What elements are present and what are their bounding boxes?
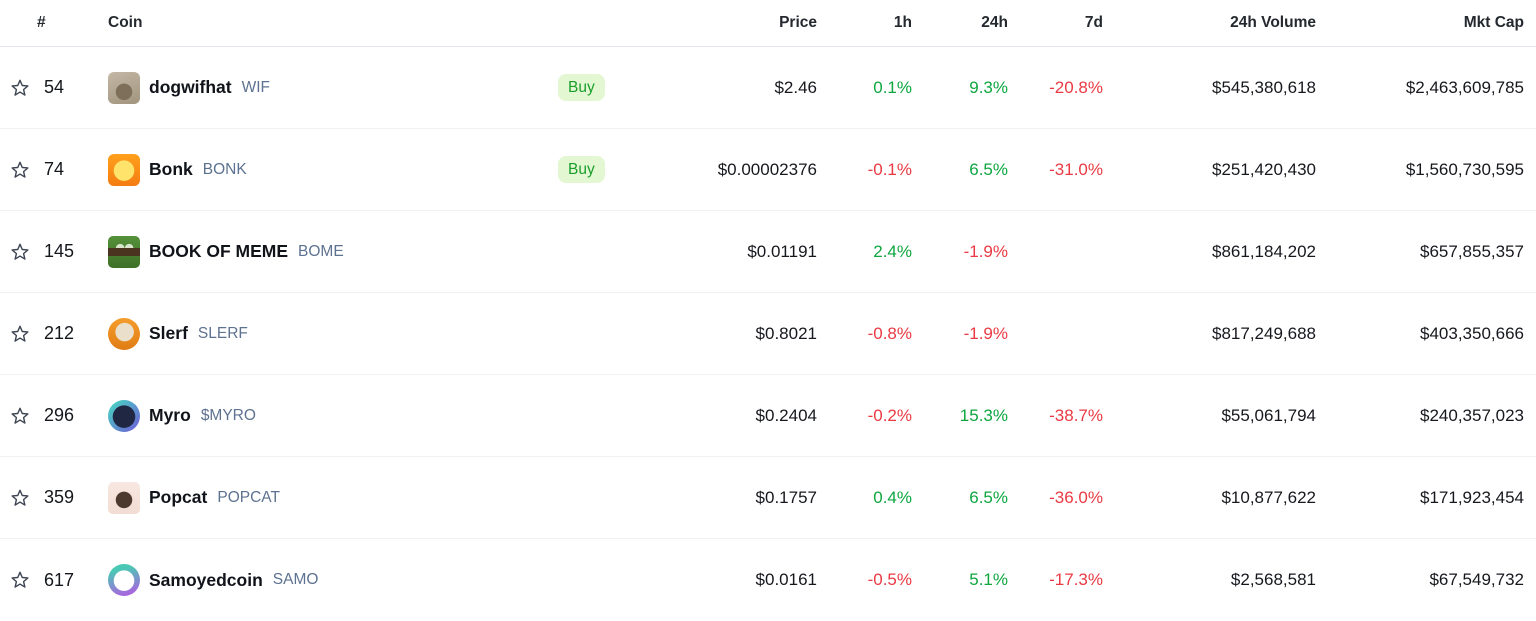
favorite-star-icon[interactable] xyxy=(9,77,31,99)
coin-symbol: SLERF xyxy=(197,324,248,342)
coin-name[interactable]: dogwifhat xyxy=(149,77,232,97)
coin-rank: 617 xyxy=(44,569,75,590)
table-row[interactable]: 212 Slerf SLERF $0.8021 -0.8% -1.9% $817… xyxy=(0,293,1536,375)
coin-symbol: BONK xyxy=(202,160,247,178)
change-1h: 2.4% xyxy=(873,241,912,261)
price-value: $0.00002376 xyxy=(717,159,817,179)
coin-symbol: POPCAT xyxy=(217,488,280,506)
volume-24h-value: $2,568,581 xyxy=(1230,570,1316,589)
change-24h: 15.3% xyxy=(959,405,1008,425)
change-1h: 0.1% xyxy=(873,77,912,97)
market-cap-value: $403,350,666 xyxy=(1420,323,1524,343)
change-7d: -38.7% xyxy=(1049,405,1103,425)
header-7d[interactable]: 7d xyxy=(1084,14,1103,31)
price-value: $0.2404 xyxy=(755,405,817,425)
table-row[interactable]: 296 Myro $MYRO $0.2404 -0.2% 15.3% -38.7… xyxy=(0,375,1536,457)
volume-24h-value: $861,184,202 xyxy=(1212,241,1316,261)
change-7d: -31.0% xyxy=(1049,159,1103,179)
change-7d: -17.3% xyxy=(1049,570,1103,589)
volume-24h-value: $55,061,794 xyxy=(1221,405,1316,425)
favorite-star-icon[interactable] xyxy=(9,323,31,345)
table-row[interactable]: 145 BOOK OF MEME BOME $0.01191 2.4% -1.9… xyxy=(0,211,1536,293)
change-24h: 6.5% xyxy=(969,487,1008,507)
price-value: $0.01191 xyxy=(747,241,817,261)
coin-icon-bome xyxy=(108,235,140,268)
coin-rank: 212 xyxy=(44,323,75,343)
coin-name[interactable]: Samoyedcoin xyxy=(149,569,263,590)
volume-24h-value: $545,380,618 xyxy=(1212,77,1316,97)
coin-icon-dogwifhat xyxy=(108,71,140,104)
table-header-row: # Coin Price 1h 24h 7d 24h Volume Mkt Ca… xyxy=(0,0,1536,47)
header-1h[interactable]: 1h xyxy=(893,14,912,31)
favorite-star-icon[interactable] xyxy=(9,569,31,591)
change-1h: -0.5% xyxy=(867,570,912,589)
coin-icon-popcat xyxy=(108,481,140,514)
change-24h: -1.9% xyxy=(963,323,1008,343)
buy-button[interactable]: Buy xyxy=(558,156,605,183)
header-24h-volume[interactable]: 24h Volume xyxy=(1230,14,1316,31)
coin-rank: 74 xyxy=(44,159,65,179)
change-1h: 0.4% xyxy=(873,487,912,507)
price-value: $0.1757 xyxy=(755,487,817,507)
coin-name[interactable]: Bonk xyxy=(149,159,193,179)
coin-rank: 54 xyxy=(44,77,65,97)
table-row[interactable]: 74 Bonk BONK Buy $0.00002376 -0.1% 6.5% … xyxy=(0,129,1536,211)
coin-symbol: SAMO xyxy=(272,571,319,588)
change-24h: 9.3% xyxy=(969,77,1008,97)
change-24h: 5.1% xyxy=(969,570,1008,589)
header-mkt-cap[interactable]: Mkt Cap xyxy=(1463,14,1524,31)
table-row[interactable]: 359 Popcat POPCAT $0.1757 0.4% 6.5% -36.… xyxy=(0,457,1536,539)
market-cap-value: $240,357,023 xyxy=(1420,405,1524,425)
favorite-star-icon[interactable] xyxy=(9,241,31,263)
coin-name[interactable]: Slerf xyxy=(149,323,188,343)
coin-icon-slerf xyxy=(108,317,140,350)
coin-name[interactable]: BOOK OF MEME xyxy=(149,241,289,261)
table-row[interactable]: 54 dogwifhat WIF Buy $2.46 0.1% 9.3% -20… xyxy=(0,47,1536,129)
change-1h: -0.2% xyxy=(867,405,912,425)
price-value: $0.8021 xyxy=(755,323,817,343)
favorite-star-icon[interactable] xyxy=(9,159,31,181)
coin-icon-bonk xyxy=(108,153,140,186)
coin-icon-samo xyxy=(108,564,140,596)
change-1h: -0.8% xyxy=(867,323,912,343)
coin-icon-myro xyxy=(108,399,140,432)
market-cap-value: $2,463,609,785 xyxy=(1405,77,1524,97)
market-cap-value: $171,923,454 xyxy=(1420,487,1524,507)
buy-button[interactable]: Buy xyxy=(558,74,605,101)
volume-24h-value: $817,249,688 xyxy=(1212,323,1316,343)
market-cap-value: $657,855,357 xyxy=(1420,241,1524,261)
change-7d: -20.8% xyxy=(1049,77,1103,97)
coin-rank: 359 xyxy=(44,487,75,507)
price-value: $0.0161 xyxy=(755,570,817,589)
header-coin[interactable]: Coin xyxy=(108,14,143,31)
market-cap-value: $1,560,730,595 xyxy=(1405,159,1524,179)
coin-symbol: $MYRO xyxy=(200,406,256,424)
coin-name[interactable]: Myro xyxy=(149,405,191,425)
change-7d: -36.0% xyxy=(1049,487,1103,507)
favorite-star-icon[interactable] xyxy=(9,405,31,427)
volume-24h-value: $10,877,622 xyxy=(1221,487,1316,507)
coin-symbol: WIF xyxy=(241,78,271,96)
header-24h[interactable]: 24h xyxy=(981,14,1008,31)
change-1h: -0.1% xyxy=(867,159,912,179)
coin-name[interactable]: Popcat xyxy=(149,487,208,507)
volume-24h-value: $251,420,430 xyxy=(1212,159,1316,179)
header-price[interactable]: Price xyxy=(779,14,817,31)
favorite-star-icon[interactable] xyxy=(9,487,31,509)
coin-rank: 296 xyxy=(44,405,75,425)
change-24h: 6.5% xyxy=(969,159,1008,179)
coin-symbol: BOME xyxy=(298,242,344,260)
header-rank[interactable]: # xyxy=(37,14,46,31)
price-value: $2.46 xyxy=(774,77,817,97)
market-cap-value: $67,549,732 xyxy=(1429,570,1524,589)
change-24h: -1.9% xyxy=(963,241,1008,261)
table-row[interactable]: 617 Samoyedcoin SAMO $0.0161 -0.5% 5.1% … xyxy=(0,539,1536,621)
coin-rank: 145 xyxy=(44,241,75,261)
